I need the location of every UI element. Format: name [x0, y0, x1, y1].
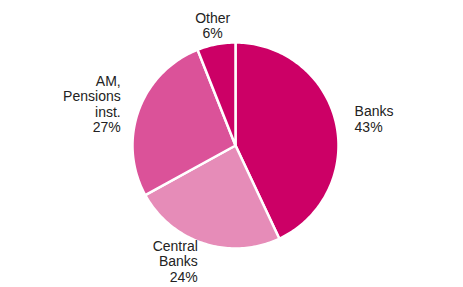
svg-text:Other6%: Other6%	[195, 10, 230, 41]
svg-text:CentralBanks24%: CentralBanks24%	[153, 238, 198, 285]
svg-text:AM,Pensionsinst.27%: AM,Pensionsinst.27%	[63, 73, 121, 135]
svg-text:Banks43%: Banks43%	[355, 103, 394, 134]
